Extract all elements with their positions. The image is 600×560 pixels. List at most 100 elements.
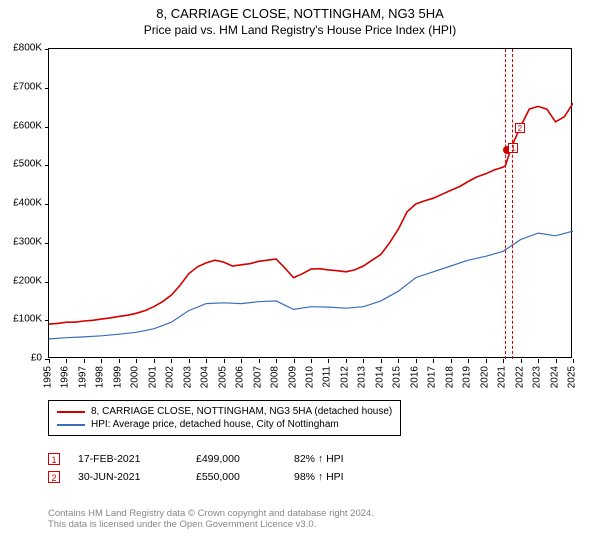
y-tick-label: £100K: [13, 314, 42, 325]
x-tick-label: 2018: [444, 366, 455, 388]
legend-label: 8, CARRIAGE CLOSE, NOTTINGHAM, NG3 5HA (…: [91, 406, 392, 417]
y-tick-label: £600K: [13, 120, 42, 131]
x-tick-mark: [206, 359, 207, 363]
legend-item: HPI: Average price, detached house, City…: [57, 418, 392, 431]
event-row: 1 17-FEB-2021 £499,000 82% ↑ HPI: [48, 450, 374, 468]
x-tick-mark: [276, 359, 277, 363]
title-block: 8, CARRIAGE CLOSE, NOTTINGHAM, NG3 5HA P…: [0, 0, 600, 37]
series-line: [49, 103, 573, 324]
y-tick-label: £300K: [13, 236, 42, 247]
y-tick-mark: [45, 320, 49, 321]
event-number-box: 2: [48, 471, 60, 483]
x-tick-mark: [101, 359, 102, 363]
footer-attribution: Contains HM Land Registry data © Crown c…: [48, 508, 374, 530]
x-tick-label: 1999: [112, 366, 123, 388]
x-tick-mark: [84, 359, 85, 363]
x-tick-mark: [398, 359, 399, 363]
y-tick-label: £800K: [13, 43, 42, 54]
event-marker: 1: [508, 143, 518, 153]
x-tick-label: 2017: [427, 366, 438, 388]
x-tick-mark: [66, 359, 67, 363]
chart-container: 8, CARRIAGE CLOSE, NOTTINGHAM, NG3 5HA P…: [0, 0, 600, 560]
x-tick-mark: [189, 359, 190, 363]
x-tick-label: 2000: [130, 366, 141, 388]
footer-line1: Contains HM Land Registry data © Crown c…: [48, 508, 374, 519]
y-tick-label: £700K: [13, 81, 42, 92]
x-tick-label: 2015: [392, 366, 403, 388]
x-tick-mark: [311, 359, 312, 363]
x-tick-mark: [136, 359, 137, 363]
x-tick-label: 2005: [217, 366, 228, 388]
x-tick-mark: [224, 359, 225, 363]
legend: 8, CARRIAGE CLOSE, NOTTINGHAM, NG3 5HA (…: [48, 400, 401, 436]
x-tick-label: 2001: [147, 366, 158, 388]
x-tick-label: 2010: [305, 366, 316, 388]
legend-swatch: [57, 424, 85, 426]
x-tick-mark: [433, 359, 434, 363]
legend-item: 8, CARRIAGE CLOSE, NOTTINGHAM, NG3 5HA (…: [57, 405, 392, 418]
x-tick-label: 2009: [287, 366, 298, 388]
x-tick-label: 2024: [549, 366, 560, 388]
x-tick-mark: [468, 359, 469, 363]
x-tick-mark: [328, 359, 329, 363]
event-number-box: 1: [48, 453, 60, 465]
x-tick-mark: [503, 359, 504, 363]
x-tick-label: 2008: [270, 366, 281, 388]
y-tick-mark: [45, 165, 49, 166]
x-tick-label: 2007: [252, 366, 263, 388]
event-vline: [512, 49, 513, 359]
y-tick-mark: [45, 204, 49, 205]
x-tick-mark: [171, 359, 172, 363]
plot-area: 12: [48, 48, 572, 358]
x-tick-mark: [486, 359, 487, 363]
x-tick-label: 1995: [43, 366, 54, 388]
event-price: £499,000: [196, 453, 276, 465]
x-tick-label: 1998: [95, 366, 106, 388]
x-tick-mark: [259, 359, 260, 363]
y-tick-mark: [45, 282, 49, 283]
x-tick-label: 2021: [497, 366, 508, 388]
x-tick-label: 2016: [409, 366, 420, 388]
event-row: 230-JUN-2021£550,00098% ↑ HPI: [48, 468, 374, 486]
x-tick-label: 2014: [374, 366, 385, 388]
y-tick-label: £500K: [13, 159, 42, 170]
x-tick-label: 2006: [235, 366, 246, 388]
chart-lines: [49, 49, 573, 359]
x-tick-mark: [538, 359, 539, 363]
x-tick-mark: [363, 359, 364, 363]
y-tick-label: £400K: [13, 198, 42, 209]
x-tick-mark: [49, 359, 50, 363]
x-tick-label: 2011: [322, 366, 333, 388]
x-tick-mark: [521, 359, 522, 363]
events-table: 1 17-FEB-2021 £499,000 82% ↑ HPI 2 30-JUN-202…: [48, 450, 374, 486]
event-date: 30-JUN-2021: [78, 471, 178, 483]
x-tick-label: 2022: [514, 366, 525, 388]
y-tick-mark: [45, 49, 49, 50]
event-pct: 82% ↑ HPI: [294, 453, 374, 465]
x-tick-mark: [451, 359, 452, 363]
x-tick-label: 2003: [182, 366, 193, 388]
x-tick-mark: [381, 359, 382, 363]
event-marker: 2: [515, 123, 525, 133]
legend-label: HPI: Average price, detached house, City…: [91, 419, 339, 430]
plot-wrap: 12 £0£100K£200K£300K£400K£500K£600K£700K…: [48, 48, 572, 358]
x-tick-mark: [346, 359, 347, 363]
x-tick-mark: [154, 359, 155, 363]
x-tick-label: 2013: [357, 366, 368, 388]
y-tick-mark: [45, 127, 49, 128]
series-line: [49, 231, 573, 339]
event-price: £550,000: [196, 471, 276, 483]
y-tick-label: £200K: [13, 275, 42, 286]
x-tick-mark: [573, 359, 574, 363]
x-tick-mark: [294, 359, 295, 363]
y-tick-label: £0: [31, 353, 42, 364]
event-date: 17-FEB-2021: [78, 453, 178, 465]
x-tick-mark: [416, 359, 417, 363]
chart-subtitle: Price paid vs. HM Land Registry's House …: [0, 23, 600, 37]
x-tick-mark: [241, 359, 242, 363]
legend-swatch: [57, 411, 85, 413]
x-tick-label: 2004: [200, 366, 211, 388]
x-tick-mark: [119, 359, 120, 363]
footer-line2: This data is licensed under the Open Gov…: [48, 519, 374, 530]
x-tick-mark: [556, 359, 557, 363]
